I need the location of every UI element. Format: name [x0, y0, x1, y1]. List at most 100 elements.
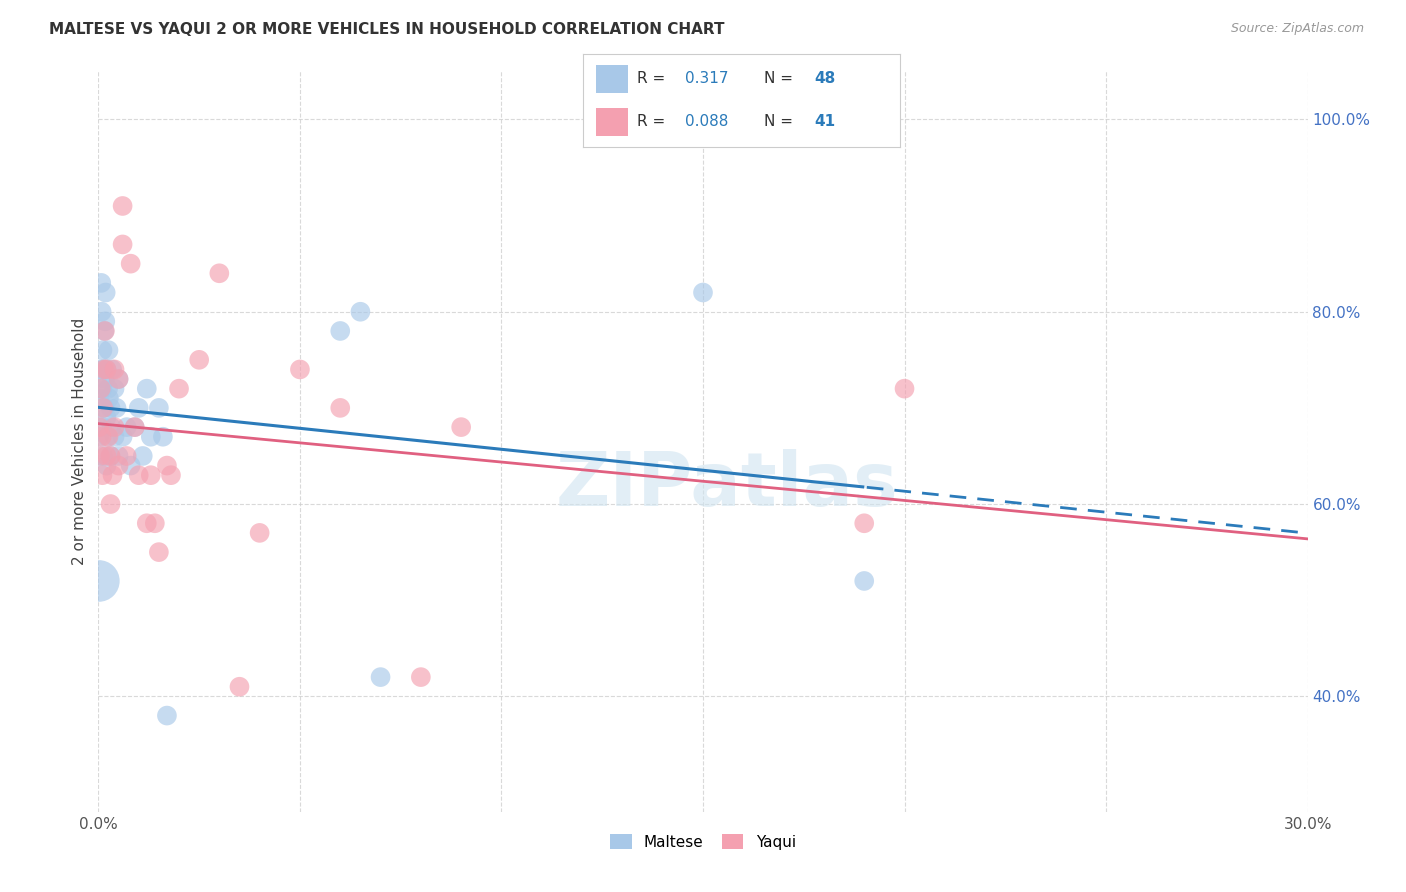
Point: [160, 468, 183, 483]
Point: [97, 391, 120, 405]
Point: [152, 430, 174, 444]
Point: [94, 372, 117, 386]
Point: [692, 285, 714, 300]
Point: [249, 525, 271, 540]
Point: [329, 324, 352, 338]
Point: [94, 314, 117, 328]
Point: [96, 449, 118, 463]
Point: [156, 458, 179, 473]
Point: [167, 382, 190, 396]
Point: [139, 468, 162, 483]
Point: [96, 362, 118, 376]
Point: [349, 304, 371, 318]
Text: Source: ZipAtlas.com: Source: ZipAtlas.com: [1230, 22, 1364, 36]
Point: [89, 391, 111, 405]
Bar: [596, 65, 627, 93]
Text: MALTESE VS YAQUI 2 OR MORE VEHICLES IN HOUSEHOLD CORRELATION CHART: MALTESE VS YAQUI 2 OR MORE VEHICLES IN H…: [49, 22, 724, 37]
Point: [100, 401, 122, 415]
Point: [96, 458, 118, 473]
Point: [853, 574, 876, 588]
Text: 41: 41: [814, 114, 835, 129]
Text: ZIPatlas: ZIPatlas: [555, 450, 898, 523]
Point: [100, 449, 122, 463]
Point: [91, 449, 114, 463]
Point: [893, 382, 915, 396]
Point: [94, 285, 117, 300]
Point: [450, 420, 472, 434]
Point: [100, 497, 122, 511]
Point: [90, 304, 112, 318]
Point: [89, 449, 111, 463]
Point: [143, 516, 166, 531]
Point: [89, 430, 111, 444]
Point: [97, 430, 120, 444]
Point: [329, 401, 352, 415]
Point: [91, 401, 114, 415]
Point: [124, 420, 146, 434]
Point: [90, 430, 112, 444]
Point: [124, 420, 146, 434]
Point: [101, 468, 124, 483]
Point: [111, 199, 134, 213]
Point: [97, 382, 120, 396]
Point: [107, 449, 129, 463]
Point: [103, 362, 125, 376]
Point: [135, 516, 157, 531]
Point: [96, 362, 118, 376]
Text: 48: 48: [814, 71, 835, 87]
Point: [93, 401, 115, 415]
Point: [93, 362, 115, 376]
Point: [105, 401, 128, 415]
Point: [115, 420, 138, 434]
Point: [120, 257, 142, 271]
Point: [208, 266, 231, 280]
Text: R =: R =: [637, 71, 671, 87]
Point: [97, 343, 120, 358]
Point: [91, 343, 114, 358]
Point: [111, 237, 134, 252]
Point: [228, 680, 250, 694]
Point: [139, 430, 162, 444]
Text: 0.317: 0.317: [685, 71, 728, 87]
Point: [288, 362, 311, 376]
Point: [87, 574, 110, 588]
Point: [93, 324, 115, 338]
Point: [370, 670, 392, 684]
Point: [148, 545, 170, 559]
Point: [135, 382, 157, 396]
Text: 0.088: 0.088: [685, 114, 728, 129]
Point: [101, 362, 124, 376]
Point: [89, 362, 111, 376]
Point: [103, 430, 125, 444]
Point: [111, 430, 134, 444]
Bar: [596, 108, 627, 136]
Point: [100, 449, 122, 463]
Text: N =: N =: [763, 71, 797, 87]
Point: [188, 352, 211, 367]
Point: [103, 382, 125, 396]
Point: [107, 372, 129, 386]
Point: [91, 420, 114, 434]
Point: [94, 324, 117, 338]
Point: [91, 468, 114, 483]
Point: [90, 276, 112, 290]
Point: [107, 372, 129, 386]
Point: [148, 401, 170, 415]
Y-axis label: 2 or more Vehicles in Household: 2 or more Vehicles in Household: [72, 318, 87, 566]
Point: [156, 708, 179, 723]
Point: [128, 401, 150, 415]
Point: [89, 420, 111, 434]
Point: [96, 410, 118, 425]
Point: [120, 458, 142, 473]
Point: [132, 449, 155, 463]
Point: [103, 420, 125, 434]
Point: [107, 458, 129, 473]
Point: [90, 382, 112, 396]
Point: [93, 362, 115, 376]
Point: [91, 382, 114, 396]
Point: [100, 420, 122, 434]
Text: R =: R =: [637, 114, 671, 129]
Point: [96, 430, 118, 444]
Text: N =: N =: [763, 114, 797, 129]
Legend: Maltese, Yaqui: Maltese, Yaqui: [605, 828, 801, 856]
